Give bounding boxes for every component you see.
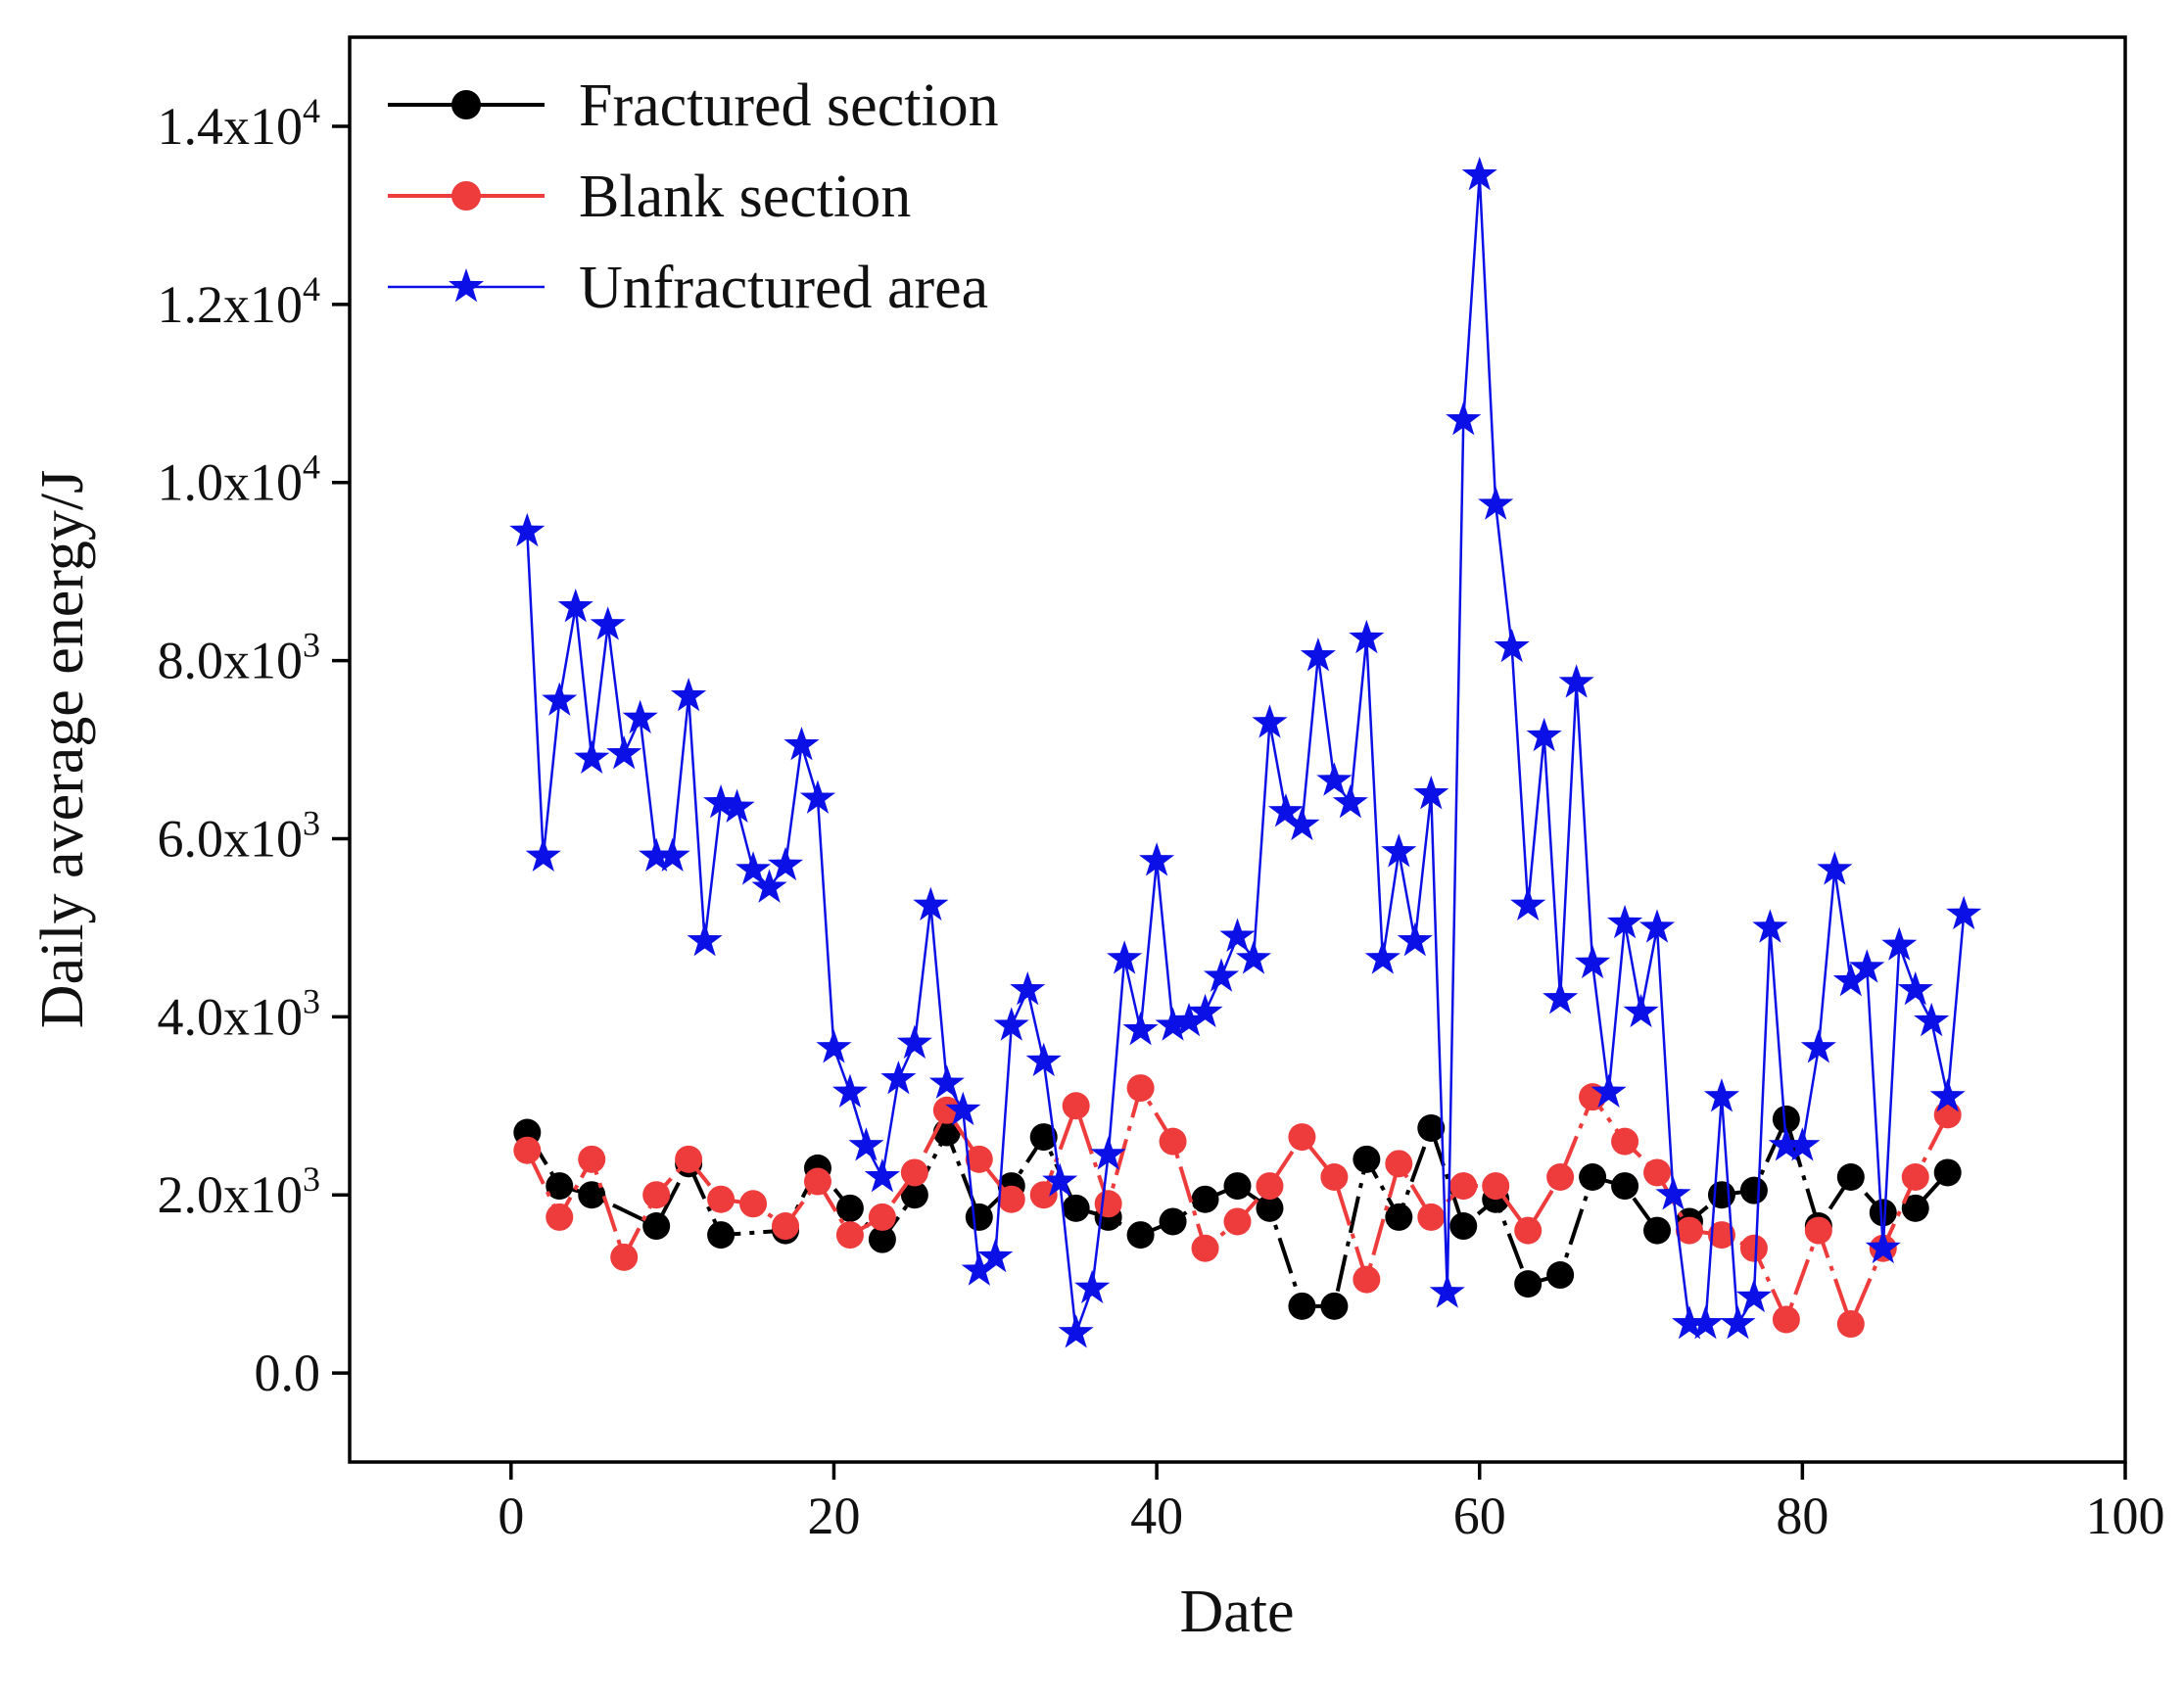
data-point [1643, 1158, 1671, 1186]
x-tick-label: 60 [1453, 1487, 1506, 1545]
data-point [1353, 1146, 1380, 1173]
data-point [1514, 1217, 1542, 1245]
data-point [1063, 1092, 1090, 1119]
y-tick-label: 4.0x103 [158, 981, 321, 1046]
legend-label: Blank section [579, 164, 911, 230]
data-point [1708, 1181, 1735, 1208]
data-point [1224, 1207, 1252, 1235]
data-point [707, 1186, 735, 1213]
data-point [1288, 1293, 1315, 1320]
data-point [1934, 1158, 1962, 1186]
data-point [1934, 1101, 1962, 1128]
data-point [1192, 1235, 1219, 1262]
data-point [1482, 1172, 1509, 1200]
data-point [772, 1212, 799, 1240]
data-point [1773, 1306, 1800, 1334]
data-point [1546, 1163, 1574, 1191]
data-point [1095, 1190, 1122, 1217]
data-point [1449, 1172, 1477, 1200]
y-tick-label: 1.0x104 [158, 448, 321, 512]
y-tick-label: 0.0 [255, 1344, 321, 1402]
legend-marker [451, 90, 481, 119]
y-tick-label: 1.4x104 [158, 91, 321, 156]
x-axis-title: Date [1179, 1579, 1294, 1645]
data-point [1449, 1212, 1477, 1240]
y-tick-label: 8.0x103 [158, 626, 321, 690]
data-point [1805, 1217, 1832, 1245]
line-chart: 0 20 40 60 80 100 0.0 2.0x103 4.0x103 6.0x103 8.0x… [0, 0, 2184, 1699]
data-point [998, 1186, 1025, 1213]
data-point [1611, 1128, 1638, 1156]
data-point [836, 1221, 864, 1249]
data-point [1385, 1203, 1412, 1231]
y-tick-label: 1.2x104 [158, 269, 321, 334]
data-point [1546, 1261, 1574, 1289]
data-point [1514, 1270, 1542, 1298]
legend: Fractured section Blank section Unfracture… [388, 72, 999, 321]
data-point [642, 1212, 670, 1240]
data-point [642, 1181, 670, 1208]
data-point [1870, 1199, 1897, 1226]
data-point [578, 1146, 605, 1173]
data-point [739, 1190, 767, 1217]
data-point [513, 1137, 541, 1164]
data-point [804, 1168, 831, 1196]
data-point [707, 1221, 735, 1249]
data-point [1127, 1074, 1155, 1102]
legend-label: Unfractured area [579, 255, 988, 321]
data-point [675, 1146, 702, 1173]
data-point [1320, 1293, 1348, 1320]
legend-label: Fractured section [579, 72, 999, 139]
x-tick-label: 100 [2086, 1487, 2165, 1545]
x-tick-label: 80 [1776, 1487, 1828, 1545]
data-point [1740, 1177, 1768, 1204]
data-point [1256, 1172, 1283, 1200]
y-axis-title: Daily average energy/J [29, 470, 96, 1028]
data-point [1160, 1207, 1187, 1235]
data-point [966, 1203, 993, 1231]
x-tick-label: 20 [807, 1487, 860, 1545]
data-point [1320, 1163, 1348, 1191]
data-point [1385, 1150, 1412, 1177]
y-tick-label: 2.0x103 [158, 1159, 321, 1224]
data-point [901, 1158, 928, 1186]
data-point [1192, 1186, 1219, 1213]
y-tick-label: 6.0x103 [158, 803, 321, 868]
data-point [1902, 1163, 1929, 1191]
data-point [869, 1203, 896, 1231]
data-point [1224, 1172, 1252, 1200]
legend-marker [451, 181, 481, 211]
data-point [836, 1195, 864, 1222]
data-point [610, 1244, 638, 1271]
x-tick-label: 40 [1130, 1487, 1183, 1545]
data-point [1127, 1221, 1155, 1249]
data-point [1063, 1195, 1090, 1222]
data-point [1288, 1123, 1315, 1151]
data-point [1160, 1128, 1187, 1156]
x-tick-label: 0 [498, 1487, 524, 1545]
data-point [1417, 1203, 1445, 1231]
data-point [546, 1203, 573, 1231]
data-point [1837, 1310, 1865, 1338]
data-point [1611, 1172, 1638, 1200]
data-point [1643, 1217, 1671, 1245]
data-point [1579, 1163, 1606, 1191]
data-point [1740, 1235, 1768, 1262]
data-point [1353, 1266, 1380, 1294]
data-point [1837, 1163, 1865, 1191]
